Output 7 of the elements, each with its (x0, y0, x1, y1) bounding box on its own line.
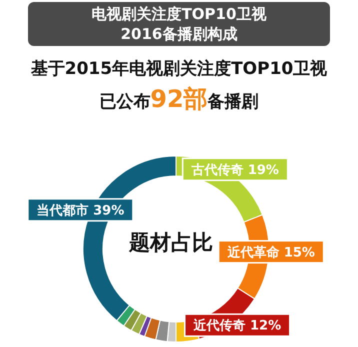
chart-subtitle: 基于2015年电视剧关注度TOP10卫视已公布92部备播剧 (30, 58, 328, 115)
chart-title: 电视剧关注度TOP10卫视2016备播剧构成 (90, 4, 268, 44)
slice-label: 近代传奇 12% (192, 318, 282, 334)
text: 题材占比 (128, 230, 213, 255)
slice-label: 近代革命 15% (226, 244, 315, 260)
slice-label: 当代都市 39% (36, 202, 124, 218)
slice-label: 古代传奇 19% (190, 162, 279, 178)
